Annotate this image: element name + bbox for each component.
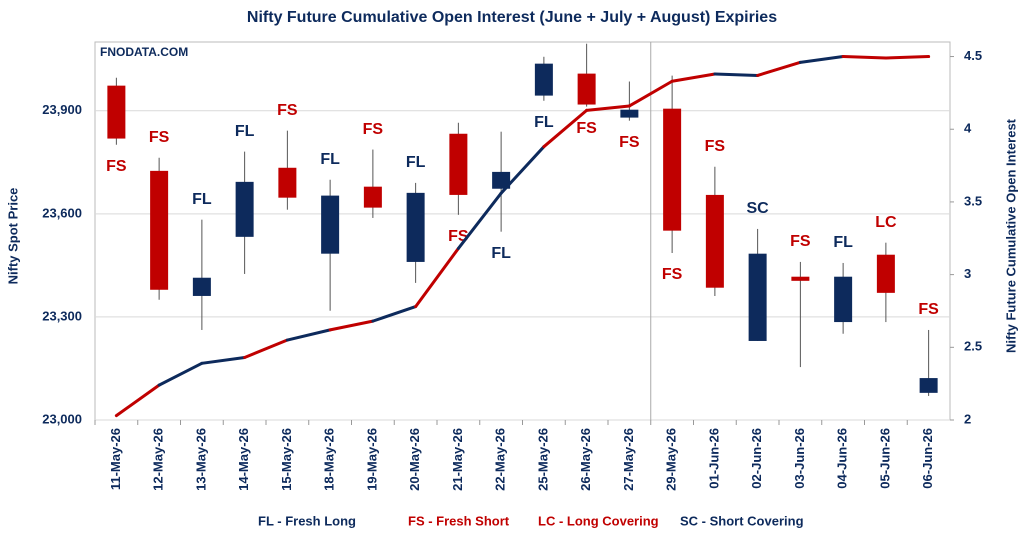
oi-line-segment <box>585 104 631 112</box>
oi-line-segment <box>499 145 546 195</box>
signal-label: FS <box>790 233 811 250</box>
plot-area <box>94 41 951 421</box>
oi-line-segment <box>542 108 589 149</box>
oi-line-segment <box>798 55 845 64</box>
y-tick-label: 23,900 <box>42 102 82 117</box>
x-tick-label: 01-Jun-26 <box>706 428 721 489</box>
signal-label: FL <box>235 123 255 140</box>
candle-body <box>235 181 254 237</box>
candle-body <box>534 63 553 96</box>
oi-line-segment <box>328 319 375 332</box>
signal-label: SC <box>747 200 770 217</box>
signal-label: FS <box>619 134 640 151</box>
candle-body <box>107 85 126 139</box>
y2-tick-label: 3.5 <box>964 193 982 208</box>
x-tick-label: 21-May-26 <box>450 428 465 491</box>
y-tick-label: 23,600 <box>42 205 82 220</box>
oi-line-segment <box>456 191 503 250</box>
x-tick-label: 22-May-26 <box>493 428 508 491</box>
signal-label: FS <box>149 129 170 146</box>
signal-label: FL <box>320 151 340 168</box>
oi-line-segment <box>371 305 418 323</box>
candle-body <box>278 167 297 198</box>
signal-label: FL <box>534 114 554 131</box>
x-tick-label: 29-May-26 <box>664 428 679 491</box>
oi-line-segment <box>670 72 717 83</box>
y2-axis-title: Nifty Future Cumulative Open Interest <box>1003 118 1018 353</box>
x-tick-label: 19-May-26 <box>364 428 379 491</box>
candle-body <box>748 253 767 341</box>
signal-label: FL <box>406 154 426 171</box>
oi-line-segment <box>713 72 760 77</box>
oi-line-segment <box>414 246 460 309</box>
y2-tick-label: 2 <box>964 411 971 426</box>
legend-entry: FS - Fresh Short <box>408 513 510 528</box>
x-tick-label: 18-May-26 <box>322 428 337 491</box>
oi-line-segment <box>285 328 332 342</box>
x-tick-label: 11-May-26 <box>108 428 123 490</box>
x-tick-label: 03-Jun-26 <box>792 428 807 489</box>
x-tick-label: 20-May-26 <box>407 428 422 491</box>
candle-body <box>577 73 596 105</box>
candle-body <box>150 170 169 290</box>
candle-body <box>492 171 511 189</box>
x-tick-label: 06-Jun-26 <box>920 428 935 489</box>
x-tick-label: 12-May-26 <box>151 428 166 491</box>
signal-label: FL <box>491 245 511 262</box>
x-tick-label: 26-May-26 <box>578 428 593 491</box>
x-tick-label: 15-May-26 <box>279 428 294 491</box>
y2-tick-label: 4 <box>964 121 972 136</box>
signal-label: FL <box>192 191 212 208</box>
signal-label: FS <box>918 301 939 318</box>
oi-line-segment <box>841 55 888 60</box>
y-tick-label: 23,300 <box>42 308 82 323</box>
legend-entry: SC - Short Covering <box>680 513 804 528</box>
candle-body <box>663 108 682 231</box>
signal-label: FS <box>277 102 298 119</box>
oi-line-segment <box>114 383 161 418</box>
x-tick-label: 05-Jun-26 <box>877 428 892 489</box>
candle-body <box>406 192 425 262</box>
y2-tick-label: 3 <box>964 266 971 281</box>
signal-label: FS <box>106 158 127 175</box>
oi-line-segment <box>884 55 931 60</box>
watermark: FNODATA.COM <box>100 45 188 59</box>
signal-label: FS <box>576 120 597 137</box>
candle-body <box>876 254 895 293</box>
chart-title: Nifty Future Cumulative Open Interest (J… <box>247 9 777 26</box>
x-tick-label: 02-Jun-26 <box>749 428 764 489</box>
legend-entry: LC - Long Covering <box>538 513 659 528</box>
y-axis-title: Nifty Spot Price <box>5 188 20 285</box>
x-tick-label: 13-May-26 <box>193 428 208 491</box>
x-tick-label: 04-Jun-26 <box>835 428 850 489</box>
candle-body <box>363 186 382 208</box>
oi-line-segment <box>157 361 204 387</box>
candle-body <box>834 276 853 323</box>
candle-body <box>192 277 211 296</box>
y-tick-label: 23,000 <box>42 411 82 426</box>
candle-body <box>620 109 639 118</box>
y2-tick-label: 4.5 <box>964 48 982 63</box>
signal-label: FL <box>833 234 853 251</box>
x-tick-label: 27-May-26 <box>621 428 636 491</box>
candle-body <box>321 195 340 254</box>
legend-entry: FL - Fresh Long <box>258 513 356 528</box>
candle-body <box>449 133 468 195</box>
signal-label: FS <box>363 121 384 138</box>
candle-body <box>919 378 938 393</box>
oi-line-segment <box>756 60 802 77</box>
signal-label: FS <box>662 266 683 283</box>
oi-line-segment <box>627 79 674 108</box>
signal-label: FS <box>705 138 726 155</box>
oi-line-segment <box>243 338 289 359</box>
x-tick-label: 25-May-26 <box>535 428 550 491</box>
signal-label: LC <box>875 214 897 231</box>
y2-tick-label: 2.5 <box>964 339 982 354</box>
oi-line-segment <box>200 355 247 365</box>
x-tick-label: 14-May-26 <box>236 428 251 491</box>
candle-body <box>705 194 724 288</box>
candle-body <box>791 276 810 281</box>
